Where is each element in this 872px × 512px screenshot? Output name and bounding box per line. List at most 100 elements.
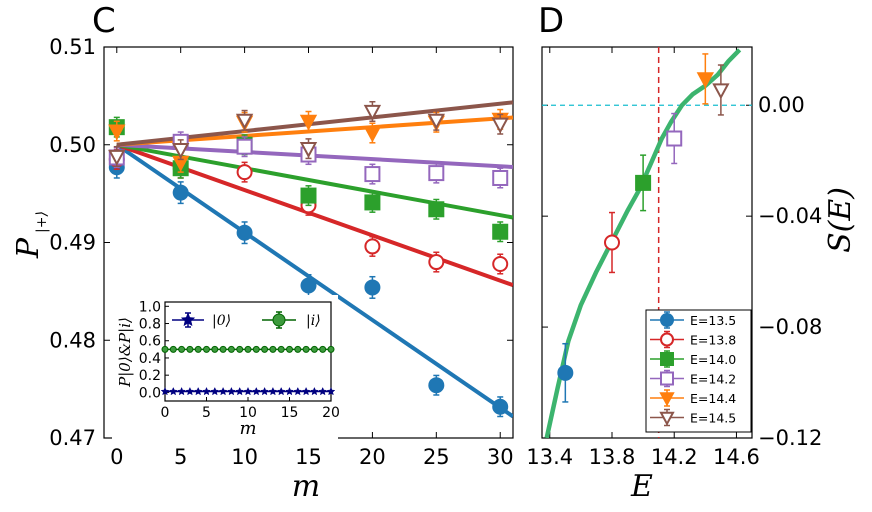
d-x-tick-label: 14.2 xyxy=(651,445,698,469)
c-x-tick-label: 25 xyxy=(423,445,450,469)
d-x-tick-label: 14.6 xyxy=(713,445,760,469)
inset-y-axis-label: P|0⟩&P|i⟩ xyxy=(116,317,134,388)
d-data-point xyxy=(712,83,730,100)
panel-label-d: D xyxy=(538,1,564,41)
c-x-tick-label: 15 xyxy=(295,445,322,469)
d-legend: E=13.5 E=13.8 E=14.0 E=14.2 E=14.4 E=14.5 xyxy=(645,309,752,433)
inset-y-tick-label: 0.4 xyxy=(139,351,161,367)
inset-point xyxy=(301,386,311,396)
inset-point xyxy=(169,345,177,353)
c-data-point xyxy=(491,117,509,134)
inset-point xyxy=(327,345,335,353)
inset-point xyxy=(310,345,318,353)
c-y-axis-label: P |+⟩ xyxy=(11,211,50,259)
c-data-point xyxy=(363,104,382,121)
inset-point xyxy=(178,345,186,353)
c-data-point xyxy=(427,113,445,130)
inset-point xyxy=(203,345,210,353)
d-data-point xyxy=(635,174,652,191)
inset-point xyxy=(160,386,170,396)
inset-point xyxy=(227,345,235,353)
c-data-point xyxy=(172,184,189,201)
c-data-point xyxy=(236,138,253,155)
inset-point xyxy=(285,386,294,396)
inset-y-tick-label: 0.8 xyxy=(139,317,161,333)
d-y-tick-label: −0.08 xyxy=(758,315,822,339)
c-x-tick-label: 5 xyxy=(174,445,187,469)
inset-x-tick-label: 15 xyxy=(281,405,299,421)
d-legend-marker xyxy=(660,352,674,366)
c-data-point xyxy=(428,377,445,394)
c-x-axis-label: m xyxy=(292,469,320,504)
panel-d: 13.4 13.8 14.2 14.6 0.00 −0.04 −0.08 −0.12 E=13.… xyxy=(526,46,822,469)
inset-y-tick-label: 0.6 xyxy=(139,334,161,350)
inset-point xyxy=(302,345,310,353)
inset-legend-label-0: |0⟩ xyxy=(212,313,231,329)
d-legend-marker xyxy=(660,371,674,386)
inset-background xyxy=(112,295,338,439)
inset-point xyxy=(243,386,253,396)
c-data-point xyxy=(235,113,254,130)
inset-point xyxy=(218,386,228,396)
c-data-point xyxy=(492,169,509,186)
d-y-tick-label: −0.04 xyxy=(758,204,822,228)
d-x-tick-label: 13.8 xyxy=(589,445,636,469)
d-legend-label: E=13.5 xyxy=(690,313,736,328)
c-x-tick-label: 10 xyxy=(231,445,258,469)
c-data-point xyxy=(364,194,381,211)
d-data-point xyxy=(666,130,683,147)
inset-point xyxy=(185,386,195,396)
c-data-point xyxy=(428,254,445,271)
inset-point xyxy=(161,345,169,353)
d-legend-label: E=13.8 xyxy=(690,333,736,348)
c-x-tick-label: 30 xyxy=(487,445,514,469)
inset-point xyxy=(276,386,286,396)
c-data-point xyxy=(492,398,509,415)
inset-legend-marker-1 xyxy=(272,313,286,327)
c-data-point xyxy=(236,164,253,181)
inset-point xyxy=(309,386,319,396)
c-data-point xyxy=(300,277,317,294)
inset-point xyxy=(193,386,203,396)
inset-point xyxy=(319,345,327,353)
inset-point xyxy=(251,386,261,396)
inset-x-axis-label: m xyxy=(239,418,256,439)
c-y-axis-label-main: P xyxy=(11,237,46,259)
c-x-tick-label: 20 xyxy=(359,445,386,469)
d-x-tick-label: 13.4 xyxy=(526,445,573,469)
d-y-axis-label: S(E) xyxy=(823,187,858,253)
inset-point xyxy=(244,345,252,353)
c-data-point xyxy=(428,201,445,218)
d-legend-marker xyxy=(660,332,674,347)
inset-point xyxy=(268,386,278,396)
d-legend-marker xyxy=(659,411,675,426)
d-plot-frame xyxy=(541,46,753,439)
inset-point xyxy=(252,345,260,353)
panel-c: 0 5 10 15 20 25 30 0.47 0.48 0.49 0.50 0.51 0 5 10 15 20… xyxy=(49,35,514,469)
c-data-point xyxy=(299,114,318,131)
d-y-tick-label: −0.12 xyxy=(758,426,822,450)
c-data-point xyxy=(363,126,382,143)
inset-point xyxy=(260,386,270,396)
inset-legend-label-1: |i⟩ xyxy=(306,313,321,329)
inset-legend-marker-0 xyxy=(180,312,196,327)
d-legend-box xyxy=(645,309,752,433)
d-legend-label: E=14.5 xyxy=(690,411,736,426)
inset-x-tick-label: 10 xyxy=(239,405,257,421)
inset-point xyxy=(235,386,245,396)
c-y-axis-label-sub: |+⟩ xyxy=(34,211,50,233)
c-data-point xyxy=(172,143,190,160)
d-legend-marker xyxy=(659,392,675,407)
inset-point xyxy=(194,345,202,353)
inset-point xyxy=(293,386,303,396)
inset-x-tick-label: 20 xyxy=(322,405,340,421)
inset-x-tick-label: 5 xyxy=(202,405,211,421)
inset-legend: |0⟩ |i⟩ xyxy=(172,311,321,329)
inset-point xyxy=(277,345,285,353)
inset-point xyxy=(261,345,269,353)
c-y-tick-label: 0.48 xyxy=(49,328,96,352)
c-data-point xyxy=(492,256,509,273)
inset-y-tick-label: 0.0 xyxy=(139,385,161,401)
d-y-tick-label: 0.00 xyxy=(758,93,805,117)
